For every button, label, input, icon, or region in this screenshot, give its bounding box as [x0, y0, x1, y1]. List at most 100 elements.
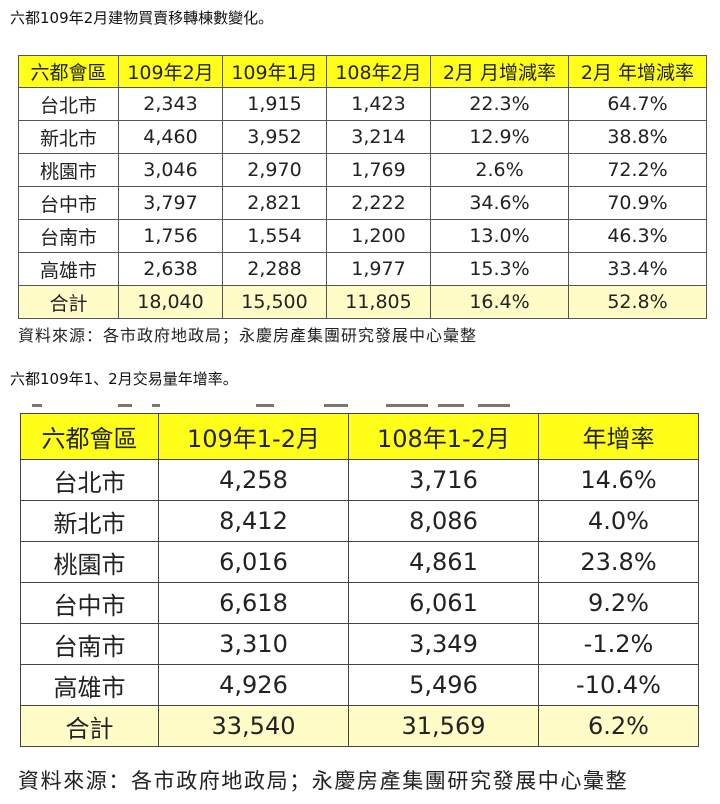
value-cell: 11,805: [326, 285, 431, 319]
cropped-text-fragment: [20, 404, 698, 410]
value-cell: 2.6%: [430, 153, 569, 187]
value-cell: 4.0%: [538, 500, 699, 542]
value-cell: 8,086: [348, 500, 539, 542]
value-cell: 72.2%: [568, 153, 707, 187]
column-header: 年增率: [538, 413, 699, 460]
transfer-table: 六都會區 109年2月 109年1月 108年2月 2月 月增減率 2月 年增減率 台北市 2…: [18, 55, 707, 319]
value-cell: 18,040: [118, 285, 223, 319]
city-cell: 台南市: [20, 623, 159, 665]
city-cell: 新北市: [18, 120, 119, 154]
value-cell: 33.4%: [568, 252, 707, 286]
city-cell: 合計: [18, 285, 119, 319]
value-cell: 3,797: [118, 186, 223, 220]
column-header: 六都會區: [18, 55, 119, 88]
value-cell: 15.3%: [430, 252, 569, 286]
value-cell: 9.2%: [538, 582, 699, 624]
value-cell: 34.6%: [430, 186, 569, 220]
table-row: 高雄市 4,926 5,496 -10.4%: [20, 664, 699, 706]
column-header: 2月 月增減率: [430, 55, 569, 88]
value-cell: 13.0%: [430, 219, 569, 253]
section1-title: 六都109年2月建物買賣移轉棟數變化。: [10, 9, 274, 27]
value-cell: 2,638: [118, 252, 223, 286]
section2-title: 六都109年1、2月交易量年增率。: [10, 370, 238, 388]
city-cell: 新北市: [20, 500, 159, 542]
value-cell: 4,926: [158, 664, 349, 706]
value-cell: 70.9%: [568, 186, 707, 220]
table-row: 桃園市 3,046 2,970 1,769 2.6% 72.2%: [18, 153, 707, 187]
value-cell: 3,310: [158, 623, 349, 665]
column-header: 108年2月: [326, 55, 431, 88]
value-cell: 64.7%: [568, 87, 707, 121]
column-header: 2月 年增減率: [568, 55, 707, 88]
table-row: 桃園市 6,016 4,861 23.8%: [20, 541, 699, 583]
table-row: 台南市 3,310 3,349 -1.2%: [20, 623, 699, 665]
value-cell: -1.2%: [538, 623, 699, 665]
value-cell: 4,861: [348, 541, 539, 583]
value-cell: 6,618: [158, 582, 349, 624]
city-cell: 台中市: [20, 582, 159, 624]
value-cell: 31,569: [348, 705, 539, 747]
city-cell: 桃園市: [20, 541, 159, 583]
value-cell: 2,821: [222, 186, 327, 220]
value-cell: 2,343: [118, 87, 223, 121]
value-cell: 2,288: [222, 252, 327, 286]
value-cell: 3,046: [118, 153, 223, 187]
table-header-row: 六都會區 109年1-2月 108年1-2月 年增率: [20, 413, 699, 460]
table-row: 台中市 6,618 6,061 9.2%: [20, 582, 699, 624]
value-cell: 6.2%: [538, 705, 699, 747]
column-header: 109年2月: [118, 55, 223, 88]
value-cell: 23.8%: [538, 541, 699, 583]
table-row: 高雄市 2,638 2,288 1,977 15.3% 33.4%: [18, 252, 707, 286]
column-header: 109年1月: [222, 55, 327, 88]
city-cell: 桃園市: [18, 153, 119, 187]
city-cell: 台南市: [18, 219, 119, 253]
value-cell: 4,460: [118, 120, 223, 154]
value-cell: 6,016: [158, 541, 349, 583]
value-cell: 1,915: [222, 87, 327, 121]
table-row: 新北市 4,460 3,952 3,214 12.9% 38.8%: [18, 120, 707, 154]
city-cell: 台北市: [18, 87, 119, 121]
city-cell: 高雄市: [18, 252, 119, 286]
value-cell: 22.3%: [430, 87, 569, 121]
value-cell: 3,349: [348, 623, 539, 665]
table-row: 台中市 3,797 2,821 2,222 34.6% 70.9%: [18, 186, 707, 220]
value-cell: 3,214: [326, 120, 431, 154]
value-cell: 2,222: [326, 186, 431, 220]
value-cell: 1,977: [326, 252, 431, 286]
value-cell: 1,769: [326, 153, 431, 187]
value-cell: 5,496: [348, 664, 539, 706]
value-cell: -10.4%: [538, 664, 699, 706]
total-row: 合計 18,040 15,500 11,805 16.4% 52.8%: [18, 285, 707, 319]
value-cell: 14.6%: [538, 459, 699, 501]
value-cell: 52.8%: [568, 285, 707, 319]
volume-table: 六都會區 109年1-2月 108年1-2月 年增率 台北市 4,258 3,716 14.6…: [20, 413, 699, 747]
value-cell: 12.9%: [430, 120, 569, 154]
value-cell: 46.3%: [568, 219, 707, 253]
value-cell: 1,756: [118, 219, 223, 253]
value-cell: 38.8%: [568, 120, 707, 154]
value-cell: 3,952: [222, 120, 327, 154]
city-cell: 台北市: [20, 459, 159, 501]
column-header: 108年1-2月: [348, 413, 539, 460]
value-cell: 33,540: [158, 705, 349, 747]
source-note: 資料來源：各市政府地政局；永慶房產集團研究發展中心彙整: [18, 769, 629, 793]
value-cell: 1,554: [222, 219, 327, 253]
value-cell: 16.4%: [430, 285, 569, 319]
value-cell: 15,500: [222, 285, 327, 319]
value-cell: 1,200: [326, 219, 431, 253]
city-cell: 合計: [20, 705, 159, 747]
city-cell: 高雄市: [20, 664, 159, 706]
value-cell: 4,258: [158, 459, 349, 501]
value-cell: 3,716: [348, 459, 539, 501]
value-cell: 2,970: [222, 153, 327, 187]
total-row: 合計 33,540 31,569 6.2%: [20, 705, 699, 747]
column-header: 六都會區: [20, 413, 159, 460]
table-header-row: 六都會區 109年2月 109年1月 108年2月 2月 月增減率 2月 年增減率: [18, 55, 707, 88]
value-cell: 1,423: [326, 87, 431, 121]
value-cell: 6,061: [348, 582, 539, 624]
source-note: 資料來源：各市政府地政局；永慶房產集團研究發展中心彙整: [18, 326, 478, 345]
table-row: 台南市 1,756 1,554 1,200 13.0% 46.3%: [18, 219, 707, 253]
value-cell: 8,412: [158, 500, 349, 542]
table-row: 台北市 4,258 3,716 14.6%: [20, 459, 699, 501]
column-header: 109年1-2月: [158, 413, 349, 460]
